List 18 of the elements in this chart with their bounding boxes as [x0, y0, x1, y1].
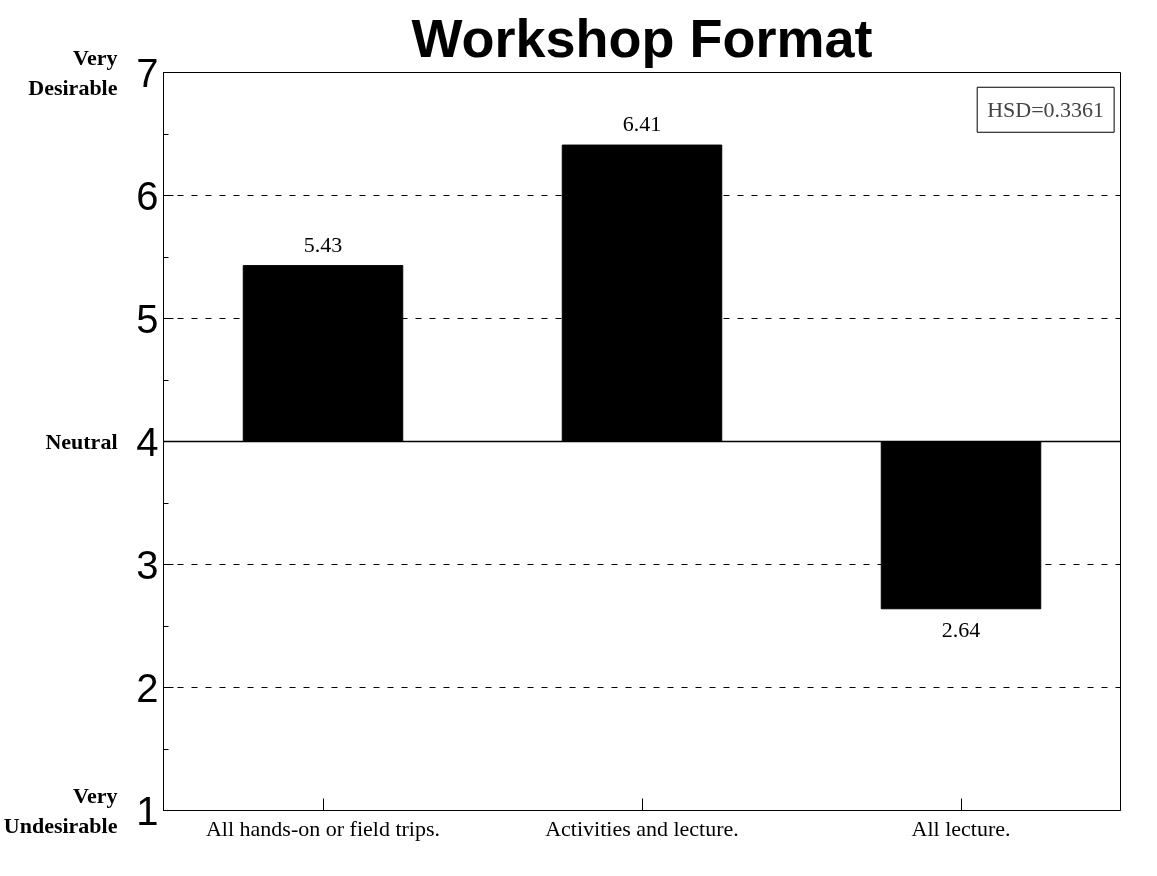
data-label: 2.64 [941, 616, 981, 642]
annotation: HSD=0.3361 [987, 97, 1105, 123]
y-tick-label: 2 [136, 665, 159, 710]
y-tick-label: 6 [136, 173, 159, 218]
y-tick-label: 7 [136, 50, 159, 95]
x-tick-label: All hands-on or field trips. [205, 815, 441, 841]
y-tick-label: 1 [136, 788, 159, 833]
y-tick-label: 3 [136, 542, 159, 587]
y-tick-label: 5 [136, 296, 159, 341]
x-tick-label: All lecture. [911, 815, 1011, 841]
y-tick-label: 4 [136, 419, 159, 464]
x-tick-label: Activities and lecture. [545, 815, 739, 841]
text: Very Undesirable [3, 783, 118, 838]
data-label: 6.41 [622, 111, 662, 137]
text: Neutral [45, 429, 118, 454]
text: Very Desirable [28, 45, 118, 100]
chart-title: Workshop Format [411, 7, 873, 68]
data-label: 5.43 [303, 231, 343, 257]
